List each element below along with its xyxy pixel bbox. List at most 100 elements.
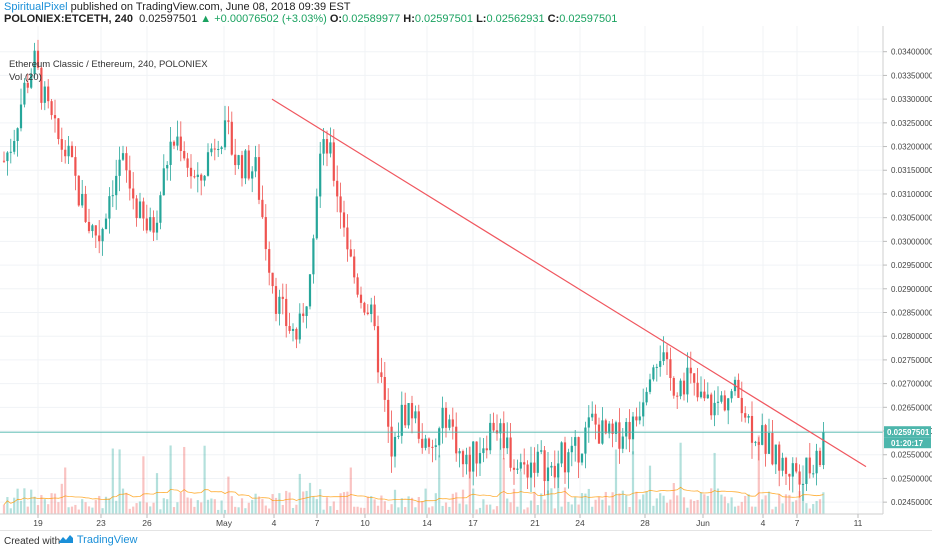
candle-body xyxy=(298,313,301,340)
x-tick-label: 7 xyxy=(315,518,320,528)
x-tick-label: May xyxy=(216,518,233,528)
volume-bar xyxy=(172,507,176,514)
volume-bar xyxy=(274,497,278,514)
volume-bar xyxy=(285,490,288,514)
candle-body xyxy=(87,221,91,232)
candle-body xyxy=(519,462,522,469)
volume-bar xyxy=(478,507,482,514)
volume-bar xyxy=(64,467,67,514)
volume-bar xyxy=(645,491,648,514)
candle-body xyxy=(13,141,16,152)
volume-bar xyxy=(410,497,414,514)
candle-body xyxy=(771,432,774,465)
x-tick-label: 14 xyxy=(422,518,432,528)
candle-body xyxy=(478,453,482,464)
candle-body xyxy=(526,464,529,478)
candle-body xyxy=(169,141,172,165)
candle-body xyxy=(434,445,437,447)
candle-body xyxy=(251,171,254,179)
volume-bar xyxy=(744,495,747,514)
volume-bar xyxy=(682,497,686,514)
candle-body xyxy=(108,196,111,219)
candle-body xyxy=(43,86,46,103)
volume-bar xyxy=(251,499,254,514)
volume-bar xyxy=(584,493,587,514)
candle-body xyxy=(587,417,590,428)
price-chart[interactable]: 0.024500000.025000000.025500000.02600000… xyxy=(0,26,932,530)
volume-bar xyxy=(431,506,434,514)
volume-bar xyxy=(676,495,679,514)
volume-bar xyxy=(750,506,754,514)
y-tick-label: 0.03300000 xyxy=(891,95,932,104)
candle-body xyxy=(346,227,349,250)
price-change: ▲ +0.00076502 (+3.03%) xyxy=(200,13,327,25)
x-tick-label: 7 xyxy=(795,518,800,528)
volume-bar xyxy=(818,499,822,514)
author-link[interactable]: SpiritualPixel xyxy=(4,1,68,13)
candle-body xyxy=(285,298,288,327)
candle-body xyxy=(788,473,791,477)
candle-body xyxy=(461,451,465,465)
candle-body xyxy=(220,147,223,149)
candle-body xyxy=(533,462,536,473)
volume-bar xyxy=(302,491,305,514)
volume-bar xyxy=(672,483,675,514)
y-tick-label: 0.02650000 xyxy=(891,403,932,412)
candle-body xyxy=(648,379,652,392)
volume-bar xyxy=(618,493,621,514)
volume-bar xyxy=(560,506,563,514)
volume-bar xyxy=(169,445,172,514)
candle-body xyxy=(577,437,580,463)
candle-body xyxy=(699,391,703,398)
volume-bar xyxy=(597,497,601,514)
candle-body xyxy=(727,398,730,411)
volume-bar xyxy=(101,508,104,514)
candle-body xyxy=(125,153,128,171)
candle-body xyxy=(645,391,648,403)
volume-bar xyxy=(176,502,179,514)
volume-bar xyxy=(145,502,148,514)
volume-bar xyxy=(254,493,257,514)
volume-bar xyxy=(424,488,427,514)
volume-bar xyxy=(152,502,155,514)
tradingview-brand[interactable]: TradingView xyxy=(58,534,137,546)
volume-bar xyxy=(784,494,788,514)
y-tick-label: 0.02800000 xyxy=(891,332,932,341)
candle-body xyxy=(489,422,492,451)
volume-bar xyxy=(529,500,533,514)
volume-bar xyxy=(196,500,199,514)
candle-body xyxy=(257,157,261,200)
x-tick-label: 28 xyxy=(640,518,650,528)
x-tick-label: 11 xyxy=(854,518,863,528)
x-tick-label: 10 xyxy=(360,518,370,528)
volume-bar xyxy=(397,507,400,514)
volume-bar xyxy=(696,499,699,514)
candle-body xyxy=(659,361,662,367)
candle-body xyxy=(230,121,233,155)
candle-body xyxy=(101,228,104,242)
volume-bar xyxy=(244,508,247,514)
volume-bar xyxy=(706,495,709,514)
candle-body xyxy=(448,419,451,428)
volume-bar xyxy=(40,495,43,514)
volume-bar xyxy=(516,506,519,514)
candle-body xyxy=(40,67,43,103)
volume-bar xyxy=(625,495,628,514)
candle-body xyxy=(36,50,40,68)
chart-area[interactable]: 0.024500000.025000000.025500000.02600000… xyxy=(0,26,932,530)
volume-bar xyxy=(482,499,485,514)
candle-body xyxy=(400,404,403,436)
candle-body xyxy=(295,328,298,340)
volume-bar xyxy=(434,493,437,514)
x-tick-label: 23 xyxy=(96,518,106,528)
volume-bar xyxy=(356,506,359,514)
volume-bar xyxy=(220,500,223,514)
volume-bar xyxy=(693,500,696,514)
y-tick-label: 0.03200000 xyxy=(891,143,932,152)
volume-bar xyxy=(448,506,451,514)
candle-body xyxy=(676,395,679,397)
volume-bar xyxy=(308,482,312,514)
candle-body xyxy=(2,160,6,162)
volume-bar xyxy=(669,499,672,514)
volume-bar xyxy=(57,502,60,514)
